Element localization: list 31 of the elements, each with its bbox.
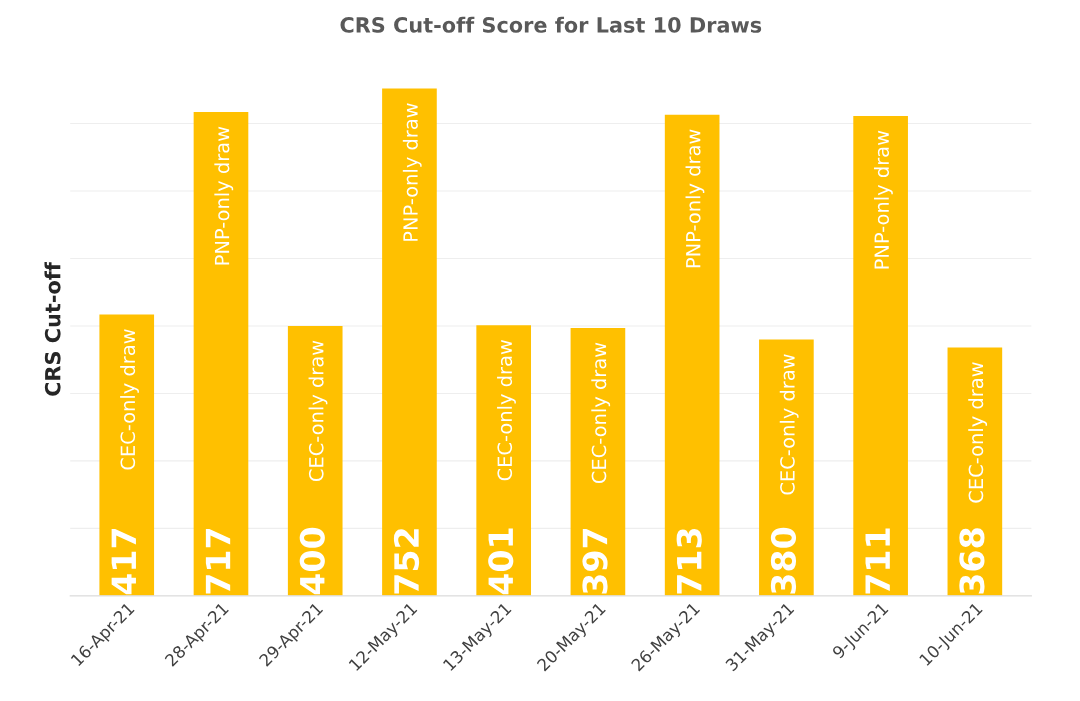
annotation: PNP-only draw: [402, 103, 422, 241]
data-label: 397: [582, 528, 608, 594]
bar: [570, 327, 626, 596]
bar: [759, 339, 814, 596]
data-label: 713: [676, 528, 702, 594]
data-label: 400: [299, 527, 325, 595]
bar: [664, 114, 720, 596]
data-label: 401: [488, 528, 514, 595]
data-label: 417: [111, 528, 136, 595]
y-axis-title: CRS Cut-off: [44, 261, 61, 396]
annotation: PNP-only draw: [685, 129, 705, 268]
annotation: CEC-only draw: [497, 339, 516, 481]
annotation: PNP-only draw: [214, 126, 234, 265]
data-label: 380: [770, 527, 797, 594]
annotation: PNP-only draw: [873, 130, 893, 269]
data-label: 717: [205, 528, 231, 594]
data-label: 711: [865, 528, 890, 594]
annotation: CEC-only draw: [968, 362, 988, 503]
data-label: 752: [393, 529, 420, 594]
annotation: CEC-only draw: [120, 329, 139, 470]
bar: [476, 325, 532, 596]
bar: [853, 116, 908, 596]
annotation: CEC-only draw: [591, 342, 611, 484]
bar: [382, 88, 437, 596]
bar: [193, 112, 249, 596]
chart-title: CRS Cut-off Score for Last 10 Draws: [340, 16, 762, 33]
bar: [99, 314, 155, 596]
bar: [287, 325, 343, 596]
annotation: CEC-only draw: [779, 354, 799, 495]
annotation: CEC-only draw: [308, 340, 328, 482]
data-label: 368: [959, 528, 985, 594]
